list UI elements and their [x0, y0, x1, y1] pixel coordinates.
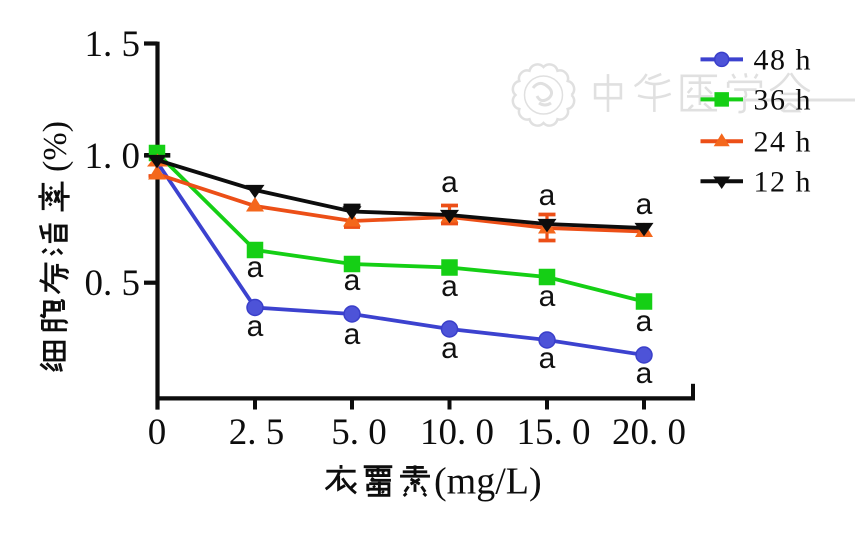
svg-text:a: a	[539, 280, 556, 313]
svg-text:a: a	[344, 318, 361, 351]
svg-text:(mg/L): (mg/L)	[434, 461, 542, 503]
svg-text:36 h: 36 h	[754, 84, 813, 117]
svg-text:a: a	[344, 264, 361, 297]
svg-text:(%): (%)	[37, 121, 74, 172]
svg-text:15. 0: 15. 0	[517, 412, 591, 453]
svg-text:a: a	[636, 305, 653, 338]
svg-text:a: a	[636, 188, 653, 221]
svg-text:a: a	[539, 342, 556, 375]
svg-text:12 h: 12 h	[754, 166, 813, 199]
svg-text:20. 0: 20. 0	[612, 412, 686, 453]
svg-text:10. 0: 10. 0	[420, 412, 494, 453]
svg-text:2. 5: 2. 5	[229, 412, 285, 453]
svg-text:a: a	[636, 357, 653, 390]
svg-text:a: a	[441, 270, 458, 303]
svg-text:48 h: 48 h	[754, 44, 813, 77]
svg-text:a: a	[247, 251, 264, 284]
svg-text:a: a	[441, 166, 458, 199]
svg-text:24 h: 24 h	[754, 126, 813, 159]
svg-text:5. 0: 5. 0	[331, 412, 387, 453]
svg-text:a: a	[247, 310, 264, 343]
svg-text:a: a	[441, 332, 458, 365]
svg-text:0: 0	[148, 412, 167, 453]
svg-text:a: a	[539, 179, 556, 212]
svg-text:1. 5: 1. 5	[85, 24, 141, 65]
svg-text:1. 0: 1. 0	[85, 136, 141, 177]
svg-text:0. 5: 0. 5	[85, 263, 141, 304]
